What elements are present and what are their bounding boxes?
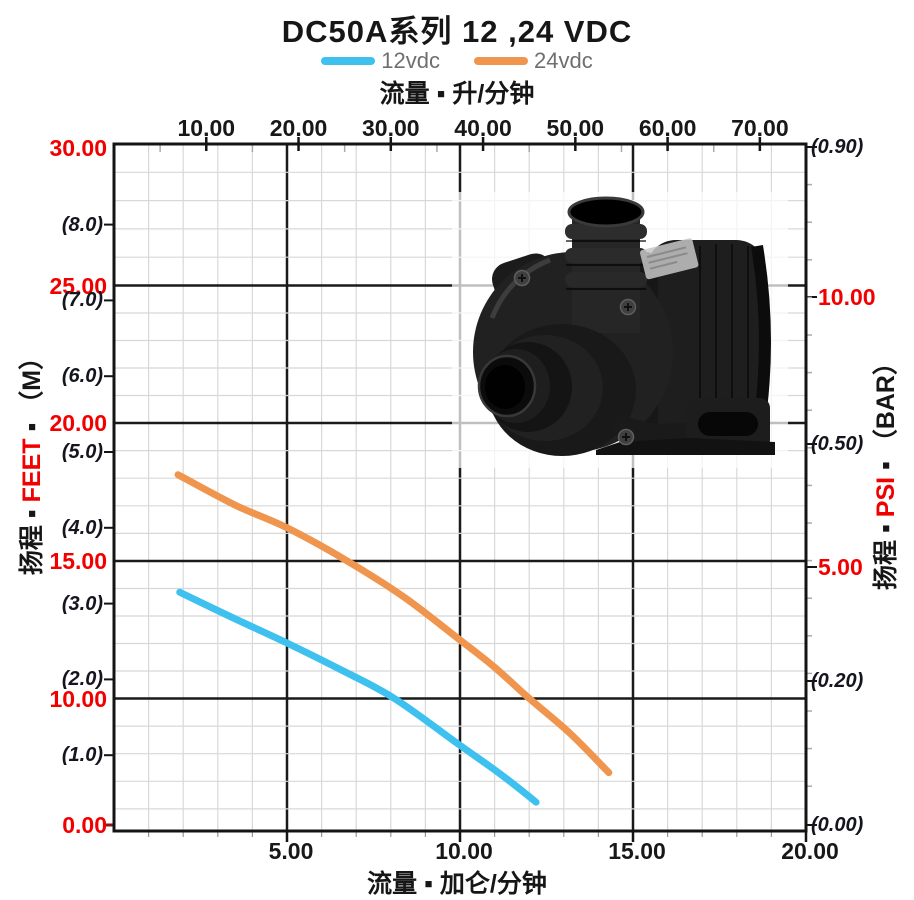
left-axis-title-unit: FEET: [18, 438, 46, 503]
tick-label-gpm-15: 15.00: [608, 838, 666, 864]
tick-label-lpm-60: 60.00: [638, 115, 697, 141]
tick-label-bar-0.9: (0.90): [811, 136, 864, 158]
tick-label-feet-25: 25.00: [49, 272, 107, 299]
pump-product-image: [452, 192, 788, 468]
tick-label-meters-3: (3.0): [61, 592, 103, 615]
legend-swatch-12vdc-icon: [321, 57, 376, 65]
tick-label-lpm-70: 70.00: [731, 115, 789, 141]
tick-label-lpm-20: 20.00: [269, 115, 328, 141]
tick-label-lpm-50: 50.00: [546, 115, 605, 141]
tick-label-feet-30: 30.00: [49, 135, 107, 161]
tick-label-psi-10: 10.00: [818, 284, 876, 310]
tick-label-meters-8: (8.0): [61, 213, 103, 236]
tick-label-meters-2: (2.0): [61, 668, 103, 691]
tick-label-psi-5: 5.00: [818, 554, 863, 580]
tick-label-bar-0.2: (0.20): [811, 670, 864, 692]
tick-label-bar-0.5: (0.50): [811, 433, 864, 455]
right-axis-title-post: ▪ （BAR）: [872, 350, 900, 477]
legend-item-12vdc: 12vdc: [321, 48, 440, 74]
tick-label-feet-15: 15.00: [49, 548, 107, 574]
legend-label-24vdc: 24vdc: [534, 48, 593, 73]
tick-label-meters-4: (4.0): [61, 516, 103, 539]
legend-swatch-24vdc-icon: [474, 57, 528, 65]
tick-label-meters-6: (6.0): [61, 365, 103, 388]
legend: 12vdc 24vdc: [0, 48, 914, 74]
left-axis-title-pre: 扬程 ▪: [18, 502, 46, 576]
right-axis-title-unit: PSI: [872, 476, 900, 518]
tick-label-gpm-10: 10.00: [435, 838, 493, 864]
curve-24vdc: [174, 471, 613, 777]
tick-label-lpm-10: 10.00: [177, 115, 236, 141]
right-axis-title: 扬程 ▪ PSI ▪ （BAR）: [866, 240, 906, 700]
left-axis-title-post: ▪ （M）: [18, 344, 46, 439]
tick-label-lpm-30: 30.00: [362, 115, 420, 141]
tick-label-meters-1: (1.0): [61, 744, 103, 767]
tick-label-feet-20: 20.00: [49, 410, 107, 436]
tick-label-lpm-40: 40.00: [454, 115, 512, 141]
screw-details: [513, 269, 637, 446]
top-axis-title: 流量 ▪ 升/分钟: [379, 80, 535, 108]
tick-label-bar-0: (0.00): [811, 814, 864, 836]
chart-title: DC50A系列 12 ,24 VDC: [281, 14, 633, 49]
right-axis-title-pre: 扬程 ▪: [872, 517, 900, 590]
left-axis-title: 扬程 ▪ FEET ▪ （M）: [12, 230, 52, 690]
legend-item-24vdc: 24vdc: [474, 48, 593, 74]
tick-label-gpm-5: 5.00: [268, 838, 314, 864]
curve-12vdc: [176, 588, 540, 806]
tick-label-meters-7: (7.0): [61, 289, 103, 312]
tick-label-gpm-20: 20.00: [781, 838, 839, 864]
performance-curves: [174, 471, 613, 806]
tick-label-feet-10: 10.00: [49, 685, 107, 712]
bottom-axis-title: 流量 ▪ 加仑/分钟: [367, 870, 547, 898]
legend-label-12vdc: 12vdc: [381, 48, 440, 73]
tick-label-meters-5: (5.0): [61, 441, 103, 463]
tick-label-feet-0: 0.00: [62, 812, 107, 838]
plot-border: [112, 142, 808, 833]
